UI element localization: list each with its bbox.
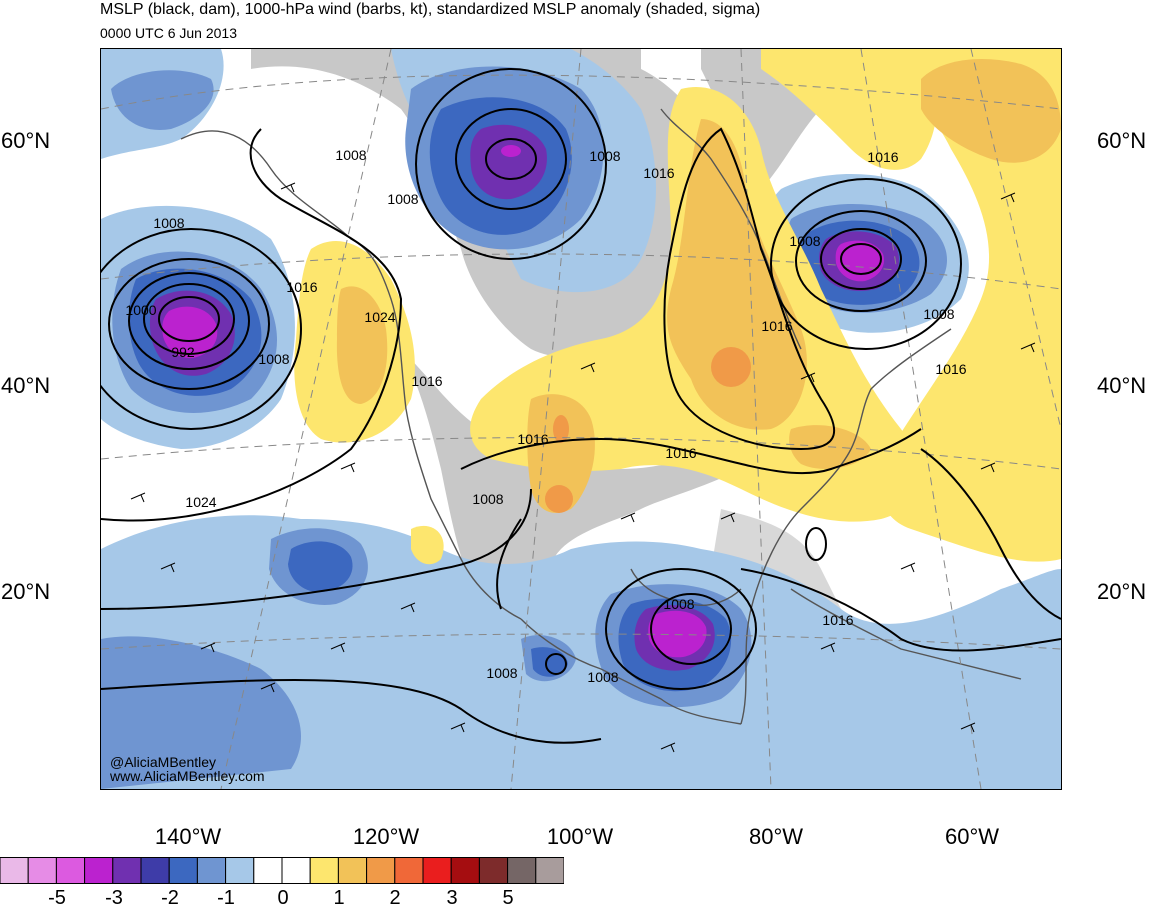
- colorbar: [0, 857, 564, 884]
- colorbar-label: -3: [105, 887, 123, 909]
- colorbar-label: 3: [446, 887, 458, 909]
- colorbar-label: -1: [217, 887, 235, 909]
- colorbar-swatch: [27, 857, 57, 884]
- colorbar-swatch: [535, 857, 564, 884]
- colorbar-label: -2: [161, 887, 179, 909]
- colorbar-label: 0: [277, 887, 289, 909]
- lat-label-left: 20°N: [1, 579, 51, 604]
- lat-label-right: 40°N: [1097, 373, 1147, 398]
- valid-time: 0000 UTC 6 Jun 2013: [100, 25, 237, 41]
- colorbar-swatch: [225, 857, 255, 884]
- positive-anomaly-strong: [545, 347, 751, 513]
- colorbar-swatch: [140, 857, 170, 884]
- colorbar-swatch: [55, 857, 86, 884]
- colorbar-swatch: [196, 857, 227, 884]
- lat-label-right: 60°N: [1097, 128, 1147, 153]
- colorbar-label: 5: [502, 887, 514, 909]
- lat-label-right: 20°N: [1097, 579, 1147, 604]
- coastlines: [180, 108, 1022, 725]
- colorbar-swatch: [337, 857, 368, 884]
- colorbar-swatch: [478, 857, 509, 884]
- isobars: [101, 68, 1061, 744]
- lat-label-left: 40°N: [1, 373, 51, 398]
- positive-anomaly-medium: [336, 59, 1061, 513]
- lon-label: 120°W: [352, 824, 420, 849]
- colorbar-swatch: [253, 857, 283, 884]
- colorbar-swatch: [507, 857, 537, 884]
- author-credit: @AliciaMBentley www.AliciaMBentley.com: [110, 755, 265, 783]
- lon-label: 80°W: [748, 824, 804, 849]
- colorbar-swatch: [0, 857, 29, 884]
- colorbar-swatch: [281, 857, 311, 884]
- lon-label: 60°W: [944, 824, 1000, 849]
- author-handle: @AliciaMBentley: [110, 754, 217, 770]
- colorbar-label: 1: [333, 887, 345, 909]
- colorbar-swatch: [422, 857, 452, 884]
- wind-barbs: [130, 182, 1036, 753]
- negative-anomaly-core: [162, 145, 885, 658]
- colorbar-swatch: [394, 857, 424, 884]
- lat-label-left: 60°N: [1, 128, 51, 153]
- colorbar-swatch: [450, 857, 480, 884]
- colorbar-label: 2: [389, 887, 401, 909]
- map-panel: 1008 1008 1008 1016 1008 1016 1000 992 1…: [100, 48, 1062, 790]
- colorbar-swatch: [366, 857, 396, 884]
- colorbar-swatch: [309, 857, 339, 884]
- lon-label: 140°W: [154, 824, 222, 849]
- colorbar-swatch: [84, 857, 114, 884]
- lon-label: 100°W: [546, 824, 614, 849]
- map-canvas: [101, 49, 1061, 789]
- colorbar-swatch: [168, 857, 198, 884]
- author-website: www.AliciaMBentley.com: [110, 768, 265, 784]
- chart-title: MSLP (black, dam), 1000-hPa wind (barbs,…: [100, 1, 761, 18]
- colorbar-label: -5: [48, 887, 66, 909]
- colorbar-swatch: [112, 857, 142, 884]
